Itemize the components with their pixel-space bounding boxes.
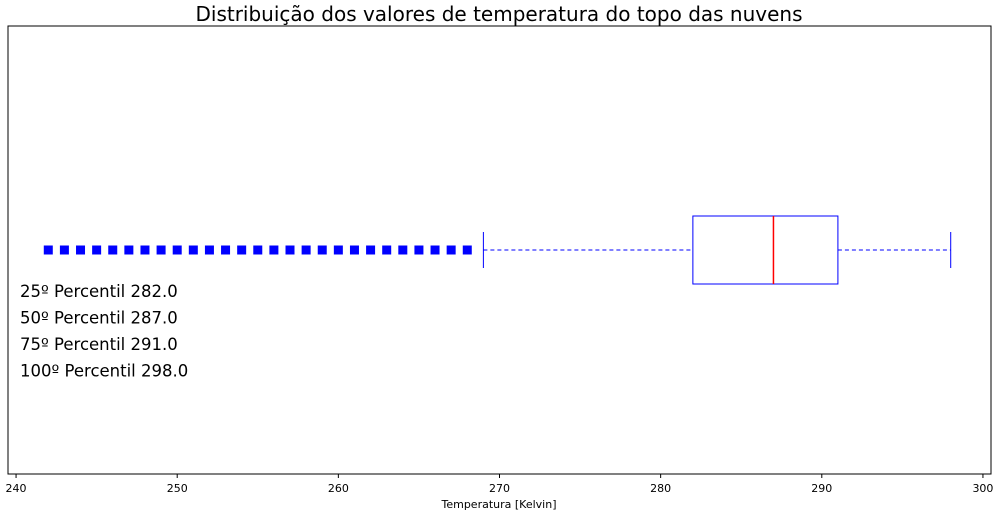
outlier-point	[349, 245, 359, 255]
outlier-point	[301, 245, 311, 255]
outlier-point	[366, 245, 376, 255]
outlier-point	[221, 245, 231, 255]
outlier-point	[140, 245, 150, 255]
outlier-point	[269, 245, 279, 255]
outlier-point	[382, 245, 392, 255]
outlier-point	[204, 245, 214, 255]
outlier-point	[285, 245, 295, 255]
outlier-point	[92, 245, 102, 255]
x-tick-label-300: 300	[972, 482, 993, 495]
x-axis-ticks: 240 250 260 270 280 290 300	[6, 474, 993, 495]
outlier-point	[333, 245, 343, 255]
x-tick-label-280: 280	[650, 482, 671, 495]
outlier-point	[172, 245, 182, 255]
outlier-point	[462, 245, 472, 255]
outlier-point	[59, 245, 69, 255]
outlier-point	[398, 245, 408, 255]
outlier-point	[43, 245, 53, 255]
outlier-point	[317, 245, 327, 255]
outlier-point	[237, 245, 247, 255]
outlier-markers	[43, 245, 472, 255]
percentile-annotation: 75º Percentil 291.0	[20, 335, 178, 354]
percentile-annotation: 25º Percentil 282.0	[20, 282, 178, 301]
x-tick-label-260: 260	[328, 482, 349, 495]
box-and-whiskers	[482, 215, 952, 285]
chart-title: Distribuição dos valores de temperatura …	[195, 2, 802, 26]
x-tick-label-270: 270	[489, 482, 510, 495]
percentile-annotation: 50º Percentil 287.0	[20, 309, 178, 328]
x-axis-label: Temperatura [Kelvin]	[440, 498, 556, 511]
outlier-point	[414, 245, 424, 255]
outlier-point	[124, 245, 134, 255]
outlier-point	[446, 245, 456, 255]
outlier-point	[253, 245, 263, 255]
x-tick-label-240: 240	[6, 482, 27, 495]
percentile-annotation: 100º Percentil 298.0	[20, 362, 188, 381]
outlier-point	[76, 245, 86, 255]
outlier-point	[156, 245, 166, 255]
outlier-point	[430, 245, 440, 255]
x-tick-label-250: 250	[167, 482, 188, 495]
x-tick-label-290: 290	[811, 482, 832, 495]
iqr-box	[692, 215, 839, 285]
percentile-annotations: 25º Percentil 282.0 50º Percentil 287.0 75…	[20, 282, 188, 381]
outlier-point	[108, 245, 118, 255]
outlier-point	[188, 245, 198, 255]
